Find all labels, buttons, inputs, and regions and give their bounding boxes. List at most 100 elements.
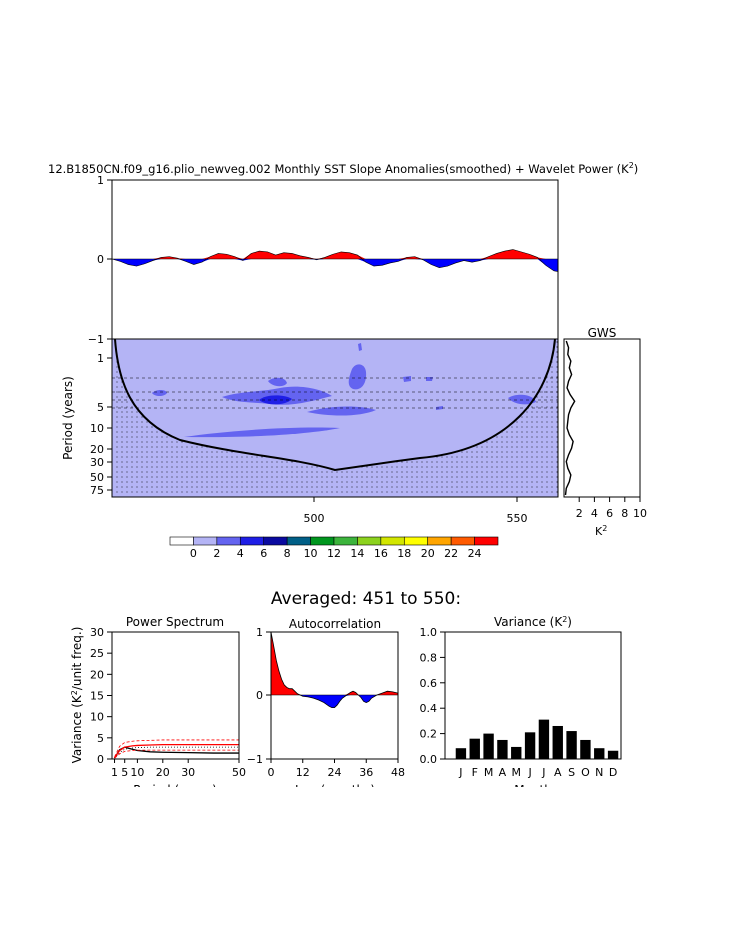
monthly-variance-bar [469,738,480,759]
wavelet-contour [184,427,340,438]
colorbar-swatch [403,536,429,546]
autocorrelation-y-axis: 1 0 −1 [247,626,271,766]
power-spectrum-frame [111,631,240,760]
wavelet-frame [111,338,559,498]
power-spectrum-ytick-label: 15 [90,690,104,703]
monthly-variance-ytick-label: 0.8 [420,651,438,664]
gws-panel: GWS 2 4 6 8 10 K2 [563,326,647,538]
gws-xlabel: K2 [595,524,607,538]
colorbar-label: 0 [190,547,197,560]
monthly-variance-xtick-label: D [609,766,617,779]
autocorrelation-x-axis: 0 12 24 36 48 [268,759,405,779]
monthly-variance-bar [566,731,577,759]
monthly-variance-ytick-label: 0.0 [420,753,438,766]
monthly-variance-bar [483,733,494,759]
wavelet-contour [358,343,362,351]
monthly-variance-ytick-label: 0.4 [420,702,438,715]
autocorrelation-ytick-label: −1 [247,753,263,766]
colorbar-label: 8 [284,547,291,560]
monthly-variance-bar [524,732,536,759]
power-spectrum-xtick-label: 30 [181,766,195,779]
timeseries-line [112,249,558,272]
wavelet-xtick-label: 500 [304,512,325,525]
timeseries-ytick-label: −1 [88,333,104,346]
colorbar-label: 22 [444,547,458,560]
monthly-variance-bar [497,739,508,759]
power-spectrum-lines [113,739,239,759]
monthly-variance-title: Variance (K2) [494,615,572,629]
monthly-variance-bar [552,725,563,759]
power-spectrum-ytick-label: 20 [90,668,104,681]
power-spectrum-ytick-label: 25 [90,647,104,660]
timeseries-y-axis: 1 0 −1 [88,174,112,346]
timeseries-ytick-label: 0 [97,253,104,266]
autocorrelation-positive-area [271,632,398,695]
power-spectrum-ytick-label: 0 [97,753,104,766]
wavelet-contour [436,406,443,410]
colorbar-swatch [216,536,241,546]
autocorrelation-xtick-label: 12 [296,766,310,779]
power-spectrum-series [114,749,239,759]
wavelet-ytick-label: 10 [90,422,104,435]
autocorrelation-xtick-label: 48 [391,766,405,779]
autocorrelation-xtick-label: 36 [359,766,373,779]
colorbar-label: 4 [237,547,244,560]
gws-xtick-label: 8 [621,507,628,520]
monthly-variance-frame [444,631,622,760]
monthly-variance-xtick-label: J [458,766,462,779]
power-spectrum-xtick-label: 1 [111,766,118,779]
wavelet-xtick-label: 550 [507,512,528,525]
colorbar-label: 16 [374,547,388,560]
colorbar-swatch [193,536,218,546]
power-spectrum-ytick-label: 10 [90,711,104,724]
timeseries-areas [112,249,558,272]
autocorrelation-areas [271,632,398,708]
gws-xtick-label: 2 [576,507,583,520]
monthly-variance-ytick-label: 0.2 [420,728,438,741]
period-reference-lines [112,377,558,409]
wavelet-ytick-label: 20 [90,443,104,456]
power-spectrum-series [113,746,239,759]
autocorrelation-line [271,632,398,708]
monthly-variance-xtick-label: J [541,766,545,779]
monthly-variance-xtick-label: S [568,766,575,779]
power-spectrum-xtick-label: 10 [130,766,144,779]
colorbar: 0 2 4 6 8 10 12 14 16 18 20 22 24 [169,536,499,560]
wavelet-x-axis: 500 550 [304,497,528,525]
gws-xtick-label: 10 [633,507,647,520]
timeseries-ytick-label: 1 [97,174,104,187]
colorbar-label: 14 [350,547,364,560]
autocorrelation-ytick-label: 0 [256,689,263,702]
power-spectrum-x-axis: 1 5 10 20 30 50 [111,759,246,779]
power-spectrum-ytick-label: 30 [90,626,104,639]
monthly-variance-xtick-label: M [484,766,494,779]
monthly-variance-xtick-label: N [595,766,603,779]
colorbar-swatch [450,536,475,546]
power-spectrum-xtick-label: 20 [156,766,170,779]
monthly-variance-xtick-label: A [554,766,562,779]
monthly-variance-ytick-label: 0.6 [420,677,438,690]
colorbar-swatch [380,536,405,546]
wavelet-ytick-label: 30 [90,456,104,469]
colorbar-label: 20 [421,547,435,560]
colorbar-swatch [357,536,382,546]
colorbar-swatch [169,536,194,546]
wavelet-contour [508,394,536,405]
wavelet-ytick-label: 50 [90,471,104,484]
colorbar-swatch [474,536,499,546]
power-spectrum-xtick-label: 5 [121,766,128,779]
colorbar-label: 24 [468,547,482,560]
colorbar-swatch [286,536,311,546]
timeseries-frame [111,179,559,340]
colorbar-label: 18 [397,547,411,560]
monthly-variance-xtick-label: A [499,766,507,779]
wavelet-ytick-label: 75 [90,484,104,497]
colorbar-swatch [239,536,265,546]
colorbar-label: 6 [260,547,267,560]
significance-hatching [112,339,558,497]
